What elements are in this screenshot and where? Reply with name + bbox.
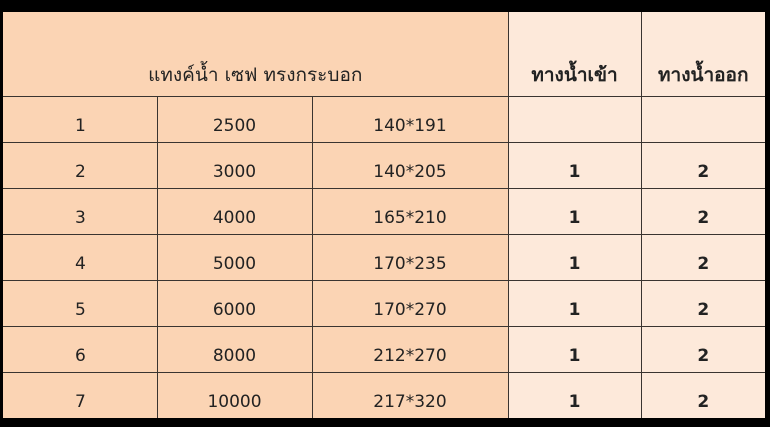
cell-size: 170*235 <box>311 234 509 281</box>
cell-outlet: 2 <box>640 234 765 281</box>
header-inlet: ทางน้ำเข้า <box>507 12 642 97</box>
cell-capacity: 4000 <box>156 188 313 235</box>
cell-size: 140*205 <box>311 142 509 189</box>
cell-no: 6 <box>3 326 158 373</box>
table-row: 7 10000 217*320 1 2 <box>3 372 765 418</box>
cell-size: 140*191 <box>311 96 509 143</box>
cell-outlet: 2 <box>640 142 765 189</box>
cell-capacity: 2500 <box>156 96 313 143</box>
header-row: แทงค์น้ำ เซฟ ทรงกระบอก ทางน้ำเข้า ทางน้ำ… <box>3 12 765 97</box>
tank-spec-table: แทงค์น้ำ เซฟ ทรงกระบอก ทางน้ำเข้า ทางน้ำ… <box>3 12 765 418</box>
cell-size: 212*270 <box>311 326 509 373</box>
table-row: 6 8000 212*270 1 2 <box>3 326 765 373</box>
cell-inlet: 1 <box>507 188 642 235</box>
cell-no: 7 <box>3 372 158 418</box>
header-outlet: ทางน้ำออก <box>640 12 765 97</box>
cell-inlet <box>507 96 642 143</box>
cell-inlet: 1 <box>507 280 642 327</box>
cell-size: 165*210 <box>311 188 509 235</box>
cell-no: 5 <box>3 280 158 327</box>
cell-capacity: 8000 <box>156 326 313 373</box>
cell-outlet: 2 <box>640 280 765 327</box>
table-row: 1 2500 140*191 <box>3 96 765 143</box>
table-row: 3 4000 165*210 1 2 <box>3 188 765 235</box>
cell-size: 170*270 <box>311 280 509 327</box>
cell-inlet: 1 <box>507 326 642 373</box>
header-title: แทงค์น้ำ เซฟ ทรงกระบอก <box>3 12 509 97</box>
table-row: 2 3000 140*205 1 2 <box>3 142 765 189</box>
cell-inlet: 1 <box>507 142 642 189</box>
cell-size: 217*320 <box>311 372 509 418</box>
table-row: 5 6000 170*270 1 2 <box>3 280 765 327</box>
cell-inlet: 1 <box>507 234 642 281</box>
cell-no: 2 <box>3 142 158 189</box>
cell-outlet <box>640 96 765 143</box>
cell-inlet: 1 <box>507 372 642 418</box>
cell-outlet: 2 <box>640 326 765 373</box>
cell-outlet: 2 <box>640 188 765 235</box>
cell-no: 1 <box>3 96 158 143</box>
cell-outlet: 2 <box>640 372 765 418</box>
cell-no: 4 <box>3 234 158 281</box>
cell-capacity: 3000 <box>156 142 313 189</box>
cell-capacity: 10000 <box>156 372 313 418</box>
cell-no: 3 <box>3 188 158 235</box>
cell-capacity: 5000 <box>156 234 313 281</box>
cell-capacity: 6000 <box>156 280 313 327</box>
table-row: 4 5000 170*235 1 2 <box>3 234 765 281</box>
